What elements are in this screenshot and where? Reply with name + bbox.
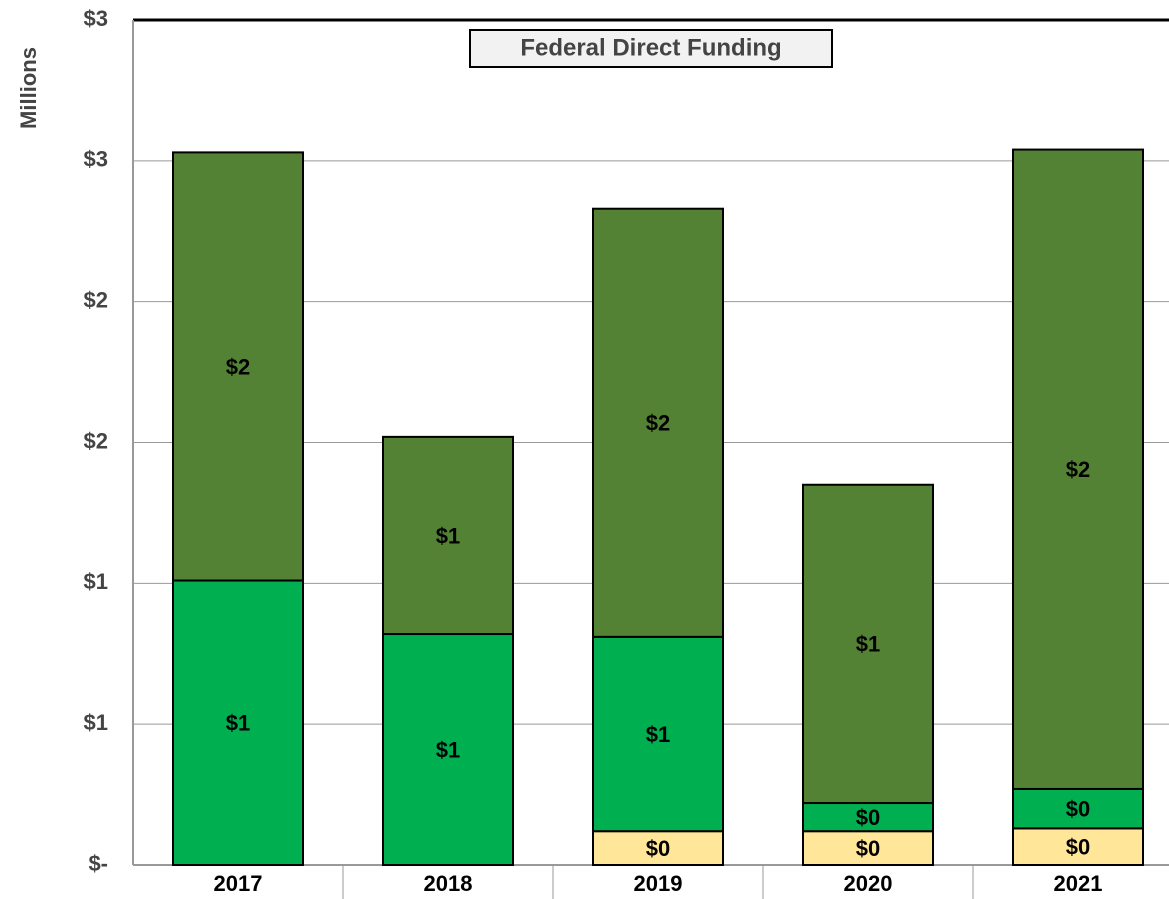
x-tick-label: 2017: [214, 871, 263, 896]
data-label: $1: [646, 722, 670, 747]
y-tick-label: $2: [84, 428, 108, 453]
bar-segment: [172, 579, 304, 866]
y-tick-label: $3: [84, 147, 108, 172]
data-label: $0: [856, 805, 880, 830]
plot-area: $1 $2 $1 $1 $0 $1 $2 $0 $0 $1 $0 $0 $2: [132, 18, 1169, 899]
x-tick-label: 2019: [634, 871, 683, 896]
data-label: $2: [1066, 457, 1090, 482]
bar-segment: [802, 830, 934, 867]
bar-segment: [802, 483, 934, 805]
data-label: $1: [436, 737, 460, 762]
y-tick-label: $1: [84, 710, 108, 735]
bar-segment: [172, 151, 304, 582]
bar-segment: [382, 435, 514, 636]
y-axis-label: Millions: [16, 47, 41, 129]
y-tick-label: $-: [88, 851, 108, 876]
data-label: $1: [436, 523, 460, 548]
y-tick-label: $3: [84, 6, 108, 31]
data-label: $1: [856, 632, 880, 657]
bar-segment: [1012, 787, 1144, 830]
bar-segment: [592, 830, 724, 867]
title-box: [469, 29, 833, 68]
data-label: $0: [1066, 796, 1090, 821]
data-label: $0: [646, 836, 670, 861]
data-label: $2: [226, 354, 250, 379]
x-tick-label: 2018: [424, 871, 473, 896]
data-label: $0: [1066, 835, 1090, 860]
data-label: $2: [646, 411, 670, 436]
x-tick-label: 2021: [1054, 871, 1103, 896]
y-tick-label: $2: [84, 287, 108, 312]
chart-title: Federal Direct Funding: [520, 34, 781, 61]
y-tick-label: $1: [84, 569, 108, 594]
data-label: $0: [856, 836, 880, 861]
bar-segment: [382, 633, 514, 866]
bar-segment: [592, 207, 724, 638]
bar-segment: [1012, 148, 1144, 790]
x-tick-label: 2020: [844, 871, 893, 896]
data-label: $1: [226, 711, 250, 736]
